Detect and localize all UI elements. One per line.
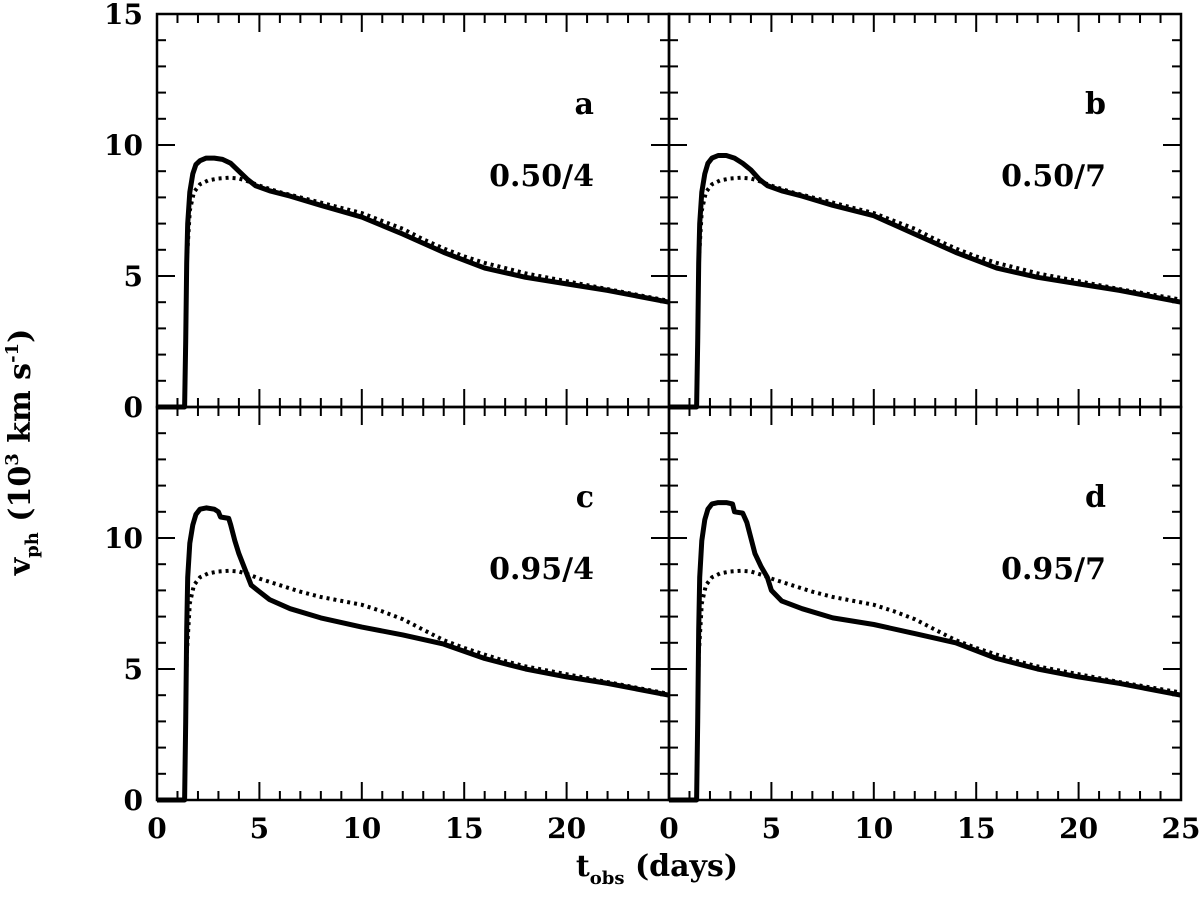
y-tick-label: 10 (104, 129, 143, 162)
y-axis-title: vph (103 km s-1) (2, 329, 43, 577)
x-tick-label: 0 (659, 812, 678, 845)
y-tick-label: 5 (124, 260, 143, 293)
y-tick-label: 15 (104, 0, 143, 31)
panel-c-frame (155, 405, 671, 802)
x-tick-label: 20 (1059, 812, 1098, 845)
x-tick-label: 25 (1162, 812, 1200, 845)
panel-a-letter: a (575, 87, 594, 122)
panel-b-param: 0.50/7 (1001, 159, 1106, 194)
panel-c-param: 0.95/4 (489, 552, 594, 587)
panel-d-letter: d (1085, 480, 1106, 515)
panel-c-solid-line (157, 505, 670, 803)
panel-b-letter: b (1085, 87, 1106, 122)
x-tick-label: 15 (957, 812, 996, 845)
y-tick-label: 0 (124, 391, 143, 424)
panel-d-param: 0.95/7 (1001, 552, 1106, 587)
x-axis-title: tobs (days) (576, 849, 738, 889)
panel-a-solid-line (157, 155, 670, 410)
panel-a-param: 0.50/4 (489, 159, 594, 194)
panel-d-frame (667, 405, 1183, 802)
panel-b-dotted-line (694, 175, 1182, 408)
panel-d-dotted-line (694, 568, 1182, 801)
panel-a-dotted-line (182, 175, 670, 408)
x-tick-label: 15 (445, 812, 484, 845)
x-tick-label: 10 (342, 812, 381, 845)
x-tick-label: 0 (147, 812, 166, 845)
x-tick-label: 20 (547, 812, 586, 845)
panel-b-solid-line (669, 153, 1182, 410)
panel-b-frame (667, 12, 1183, 409)
x-tick-label: 5 (250, 812, 269, 845)
panel-c-letter: c (576, 480, 594, 515)
panel-d-solid-line (669, 500, 1182, 803)
y-tick-label: 10 (104, 522, 143, 555)
panel-a-frame (155, 12, 671, 409)
y-tick-label: 5 (124, 653, 143, 686)
x-tick-label: 10 (854, 812, 893, 845)
x-tick-label: 5 (762, 812, 781, 845)
y-tick-label: 0 (124, 784, 143, 817)
panel-c-dotted-line (182, 568, 670, 801)
